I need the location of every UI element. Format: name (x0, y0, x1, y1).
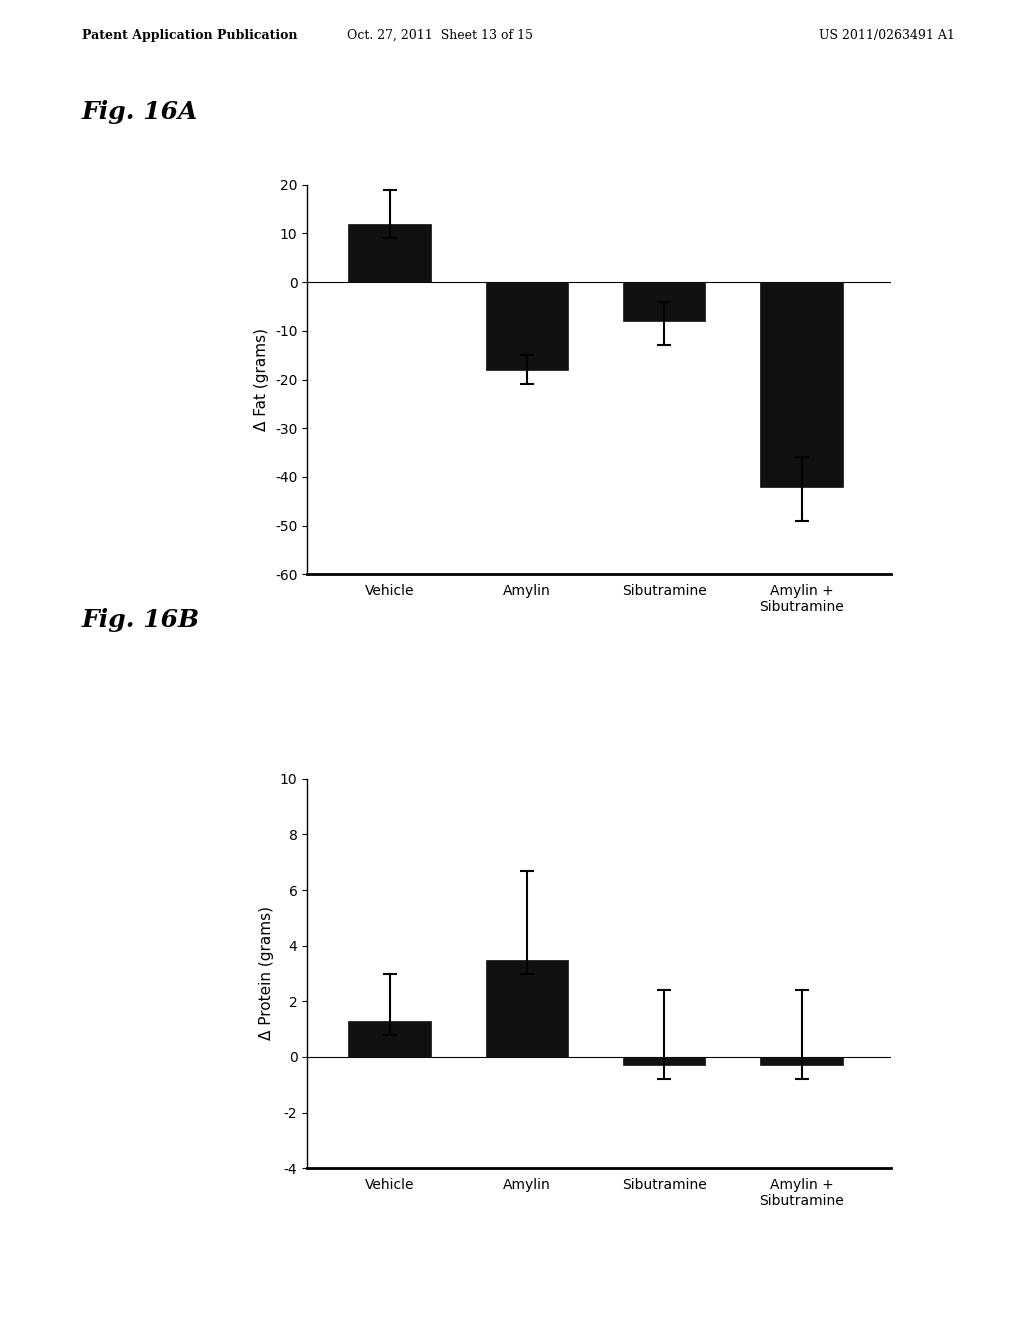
Text: Fig. 16B: Fig. 16B (82, 609, 200, 632)
Text: Oct. 27, 2011  Sheet 13 of 15: Oct. 27, 2011 Sheet 13 of 15 (347, 29, 534, 42)
Bar (761, 282, 843, 487)
Bar (348, 1020, 431, 1057)
Y-axis label: Δ Protein (grams): Δ Protein (grams) (259, 907, 274, 1040)
Bar (623, 282, 706, 321)
Bar (485, 960, 568, 1057)
Y-axis label: Δ Fat (grams): Δ Fat (grams) (254, 327, 269, 432)
Text: Patent Application Publication: Patent Application Publication (82, 29, 297, 42)
Bar (761, 1057, 843, 1065)
Bar (348, 223, 431, 282)
Bar (623, 1057, 706, 1065)
Bar (485, 282, 568, 370)
Text: US 2011/0263491 A1: US 2011/0263491 A1 (819, 29, 955, 42)
Text: Fig. 16A: Fig. 16A (82, 100, 199, 124)
